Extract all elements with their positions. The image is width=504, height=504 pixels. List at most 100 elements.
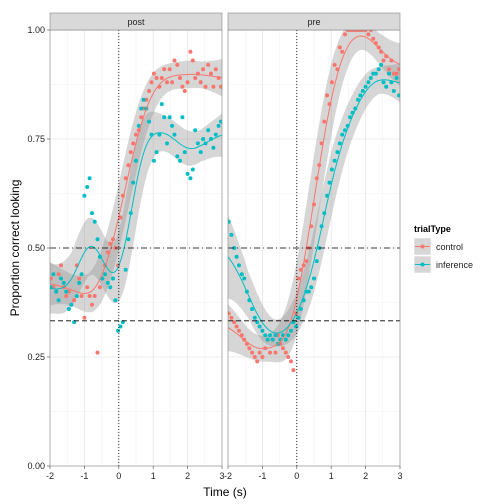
- data-point-inference: [239, 272, 244, 277]
- data-point-control: [229, 315, 234, 320]
- data-point-inference: [188, 176, 193, 181]
- data-point-inference: [118, 324, 123, 329]
- data-point-inference: [250, 307, 255, 311]
- data-point-control: [64, 294, 69, 298]
- data-point-inference: [312, 276, 316, 281]
- data-point-inference: [360, 89, 365, 93]
- confidence-band-inference: [228, 63, 400, 347]
- data-point-inference: [232, 246, 237, 250]
- data-point-control: [97, 285, 102, 290]
- data-point-control: [304, 259, 309, 264]
- data-point-inference: [90, 211, 94, 216]
- data-point-inference: [151, 158, 156, 163]
- smooth-line-inference: [228, 79, 400, 334]
- data-point-control: [381, 58, 386, 63]
- x-tick-label: 0: [294, 471, 299, 481]
- data-point-inference: [335, 150, 340, 155]
- data-point-control: [170, 80, 175, 85]
- data-point-inference: [180, 115, 185, 120]
- data-point-inference: [116, 328, 121, 333]
- data-point-control: [149, 80, 154, 85]
- data-point-inference: [252, 315, 257, 320]
- data-point-inference: [195, 141, 200, 146]
- data-point-inference: [268, 333, 272, 338]
- data-point-inference: [263, 333, 268, 338]
- data-point-inference: [366, 80, 371, 85]
- data-point-inference: [185, 171, 190, 176]
- data-point-inference: [234, 254, 239, 259]
- data-point-inference: [298, 307, 303, 311]
- data-point-control: [147, 89, 152, 93]
- data-point-control: [159, 76, 164, 80]
- data-point-control: [366, 32, 371, 37]
- data-point-control: [162, 67, 167, 72]
- legend-title: trialType: [414, 224, 451, 234]
- data-point-control: [252, 355, 257, 359]
- data-point-control: [368, 30, 373, 32]
- data-point-inference: [356, 97, 360, 102]
- data-point-control: [87, 294, 92, 298]
- data-point-inference: [376, 67, 381, 72]
- data-point-inference: [113, 298, 118, 303]
- data-point-inference: [198, 150, 203, 155]
- data-point-control: [182, 89, 187, 93]
- data-point-control: [363, 30, 368, 32]
- data-point-inference: [373, 71, 378, 76]
- data-point-inference: [172, 132, 177, 137]
- data-point-inference: [289, 328, 293, 333]
- data-point-control: [329, 80, 334, 85]
- data-point-control: [90, 302, 94, 307]
- data-point-inference: [165, 141, 169, 146]
- data-point-inference: [61, 280, 66, 285]
- strip-label-pre: pre: [307, 17, 320, 27]
- data-point-inference: [358, 93, 363, 98]
- data-point-inference: [92, 219, 97, 224]
- data-point-control: [59, 263, 63, 268]
- data-point-control: [291, 368, 296, 373]
- data-point-control: [332, 62, 337, 67]
- x-tick-label: -1: [80, 471, 88, 481]
- data-point-inference: [105, 280, 110, 285]
- x-tick-label: 0: [116, 471, 121, 481]
- legend-label-inference: inference: [436, 260, 473, 270]
- data-point-inference: [379, 62, 384, 67]
- data-point-control: [178, 76, 182, 80]
- data-point-inference: [100, 276, 105, 281]
- data-point-control: [219, 84, 222, 89]
- data-point-control: [337, 45, 342, 50]
- data-point-inference: [219, 119, 222, 124]
- data-point-inference: [85, 185, 90, 189]
- data-point-inference: [154, 150, 159, 155]
- data-point-inference: [216, 123, 221, 128]
- legend-key-control: [413, 237, 432, 256]
- y-tick-label: 0.75: [27, 134, 45, 144]
- data-point-inference: [170, 123, 175, 128]
- smooth-line-inference: [50, 132, 222, 290]
- data-point-control: [384, 54, 389, 59]
- data-point-inference: [283, 337, 288, 342]
- x-tick-label: 2: [363, 471, 368, 481]
- data-point-inference: [175, 154, 180, 159]
- data-point-control: [108, 241, 113, 246]
- data-point-control: [82, 315, 87, 320]
- legend-key-inference: [413, 255, 432, 274]
- data-point-inference: [237, 263, 241, 268]
- data-point-inference: [157, 132, 162, 137]
- data-point-inference: [327, 180, 332, 185]
- data-point-inference: [309, 285, 314, 290]
- data-point-control: [387, 67, 391, 72]
- data-point-inference: [228, 219, 231, 224]
- data-point-control: [289, 359, 293, 364]
- data-point-control: [167, 67, 172, 72]
- data-point-inference: [87, 176, 92, 181]
- data-point-inference: [229, 232, 234, 237]
- x-axis-title: Time (s): [203, 485, 247, 499]
- data-point-control: [237, 328, 241, 333]
- data-point-inference: [381, 80, 386, 85]
- data-point-control: [139, 115, 144, 120]
- data-point-inference: [270, 337, 275, 342]
- data-point-control: [56, 272, 61, 277]
- x-tick-label: -2: [46, 471, 54, 481]
- data-point-control: [211, 84, 216, 89]
